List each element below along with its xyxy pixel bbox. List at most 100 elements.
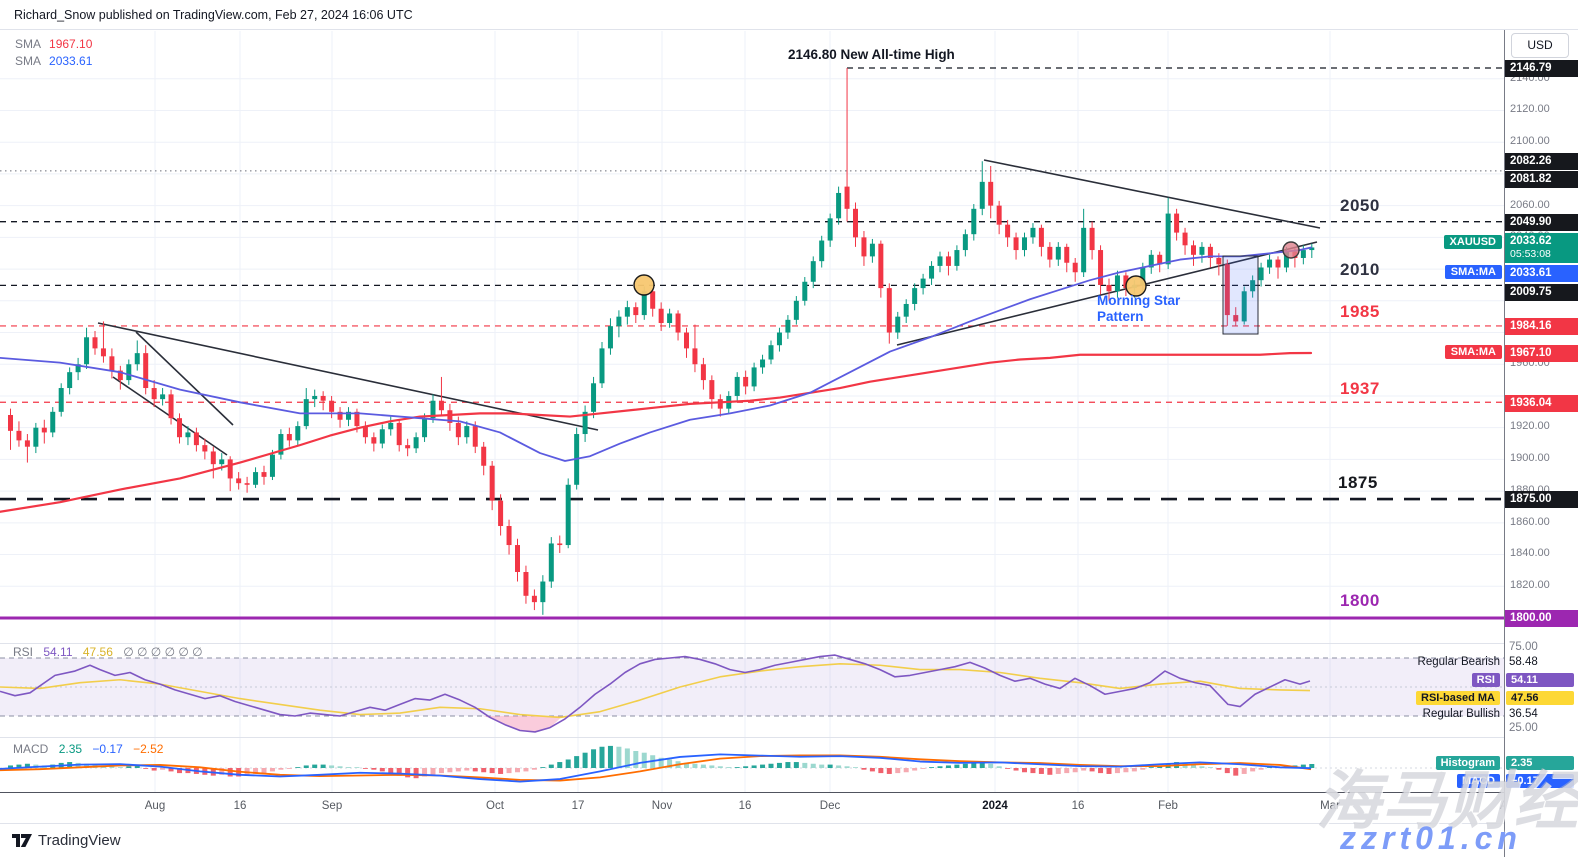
time-axis-label[interactable]: 2024 <box>982 800 1008 812</box>
candle-body <box>844 186 850 209</box>
footer: TradingView <box>0 823 1578 857</box>
candle-body <box>1047 246 1053 260</box>
candle-body <box>802 281 808 301</box>
histogram-name-badge[interactable]: Histogram <box>1435 756 1500 770</box>
currency-button[interactable]: USD <box>1511 33 1569 58</box>
rsi-inline-legend[interactable]: RSI 54.11 47.56 ∅ ∅ ∅ ∅ ∅ ∅ <box>13 645 203 659</box>
pattern-marker-circle[interactable] <box>1125 275 1147 297</box>
price-badge: 2082.26 <box>1505 152 1578 170</box>
candle-body <box>219 459 225 465</box>
candle-body <box>768 345 774 360</box>
time-axis-label[interactable]: 16 <box>233 800 247 812</box>
macd-histogram-bar <box>574 756 580 768</box>
macd-histogram-bar <box>168 768 174 772</box>
series-name-badge[interactable]: SMA:MA <box>1444 345 1502 359</box>
time-axis-label[interactable]: 16 <box>1071 800 1085 812</box>
candle-body <box>1165 213 1171 265</box>
macd-histogram-bar <box>785 762 791 768</box>
price-axis[interactable]: USD 2140.002120.002100.002060.002040.001… <box>1504 0 1578 857</box>
candle-body <box>472 426 478 447</box>
tradingview-logo-icon[interactable] <box>12 833 34 854</box>
candle-body <box>329 400 335 412</box>
macd-histogram-bar <box>455 768 461 772</box>
macd-line[interactable] <box>0 753 1312 783</box>
candle-body <box>641 291 647 316</box>
pattern-marker-circle[interactable] <box>633 274 655 296</box>
macd-histogram[interactable] <box>8 745 1315 779</box>
price-badge: 1936.04 <box>1505 394 1578 412</box>
candle-body <box>185 432 191 438</box>
sma-blue-value: 2033.61 <box>49 54 93 68</box>
macd-histogram-bar <box>827 764 833 768</box>
macd-histogram-bar <box>709 765 715 768</box>
candles[interactable] <box>8 67 1315 615</box>
candle-body <box>929 265 935 279</box>
series-name-badge[interactable]: XAUUSD <box>1443 235 1502 249</box>
trendline[interactable] <box>97 322 599 431</box>
trendline[interactable] <box>983 159 1321 229</box>
sma-line[interactable] <box>0 351 1313 513</box>
rsi-line[interactable] <box>0 654 1311 733</box>
sma-legend-row[interactable]: SMA 1967.10 <box>15 36 92 53</box>
macd-histogram-bar <box>126 766 132 768</box>
time-axis-label[interactable]: Feb <box>1158 800 1178 812</box>
macd-inline-legend[interactable]: MACD 2.35 −0.17 −2.52 <box>13 742 163 756</box>
time-axis[interactable]: Aug16SepOct17Nov16Dec202416FebMarAp <box>0 792 1578 824</box>
rsi-ma-name-badge[interactable]: RSI-based MA <box>1416 691 1500 705</box>
candle-body <box>1283 251 1289 268</box>
macd-histogram-bar <box>1106 768 1112 774</box>
time-axis-label[interactable]: 17 <box>571 800 585 812</box>
macd-histogram-bar <box>371 768 377 770</box>
time-axis-label[interactable]: Dec <box>819 800 841 812</box>
time-axis-label[interactable]: 16 <box>738 800 752 812</box>
time-axis-label[interactable]: Sep <box>321 800 343 812</box>
trendline[interactable] <box>135 331 234 426</box>
candle-body <box>1224 264 1230 316</box>
key-level-text: 2050 <box>1340 196 1380 215</box>
morning-star-highlight-box[interactable] <box>1222 255 1259 335</box>
time-axis-label[interactable]: Mar <box>1320 800 1340 812</box>
time-axis-label[interactable]: Oct <box>486 800 504 812</box>
key-level-text: 1875 <box>1338 473 1378 492</box>
candle-body <box>1098 250 1104 285</box>
macd-histogram-bar <box>836 765 842 768</box>
macd-histogram-bar <box>734 767 740 768</box>
candle-body <box>650 291 656 309</box>
macd-signal-line[interactable] <box>0 754 1312 782</box>
candle-body <box>599 348 605 384</box>
trendline[interactable] <box>896 241 1318 346</box>
candle-body <box>371 437 377 444</box>
candle-body <box>1064 246 1070 263</box>
regular-bullish-value: 36.54 <box>1509 708 1538 720</box>
macd-name-badge[interactable]: MACD <box>1457 774 1500 788</box>
rsi-name-badge[interactable]: RSI <box>1471 673 1500 687</box>
sma-legend-row[interactable]: SMA 2033.61 <box>15 53 92 70</box>
regular-bearish-value: 58.48 <box>1509 656 1538 668</box>
macd-histogram-bar <box>937 766 943 768</box>
morning-star-line1: Morning Star <box>1097 293 1181 308</box>
macd-histogram-bar <box>8 765 13 768</box>
candle-body <box>869 243 875 257</box>
macd-histogram-bar <box>472 768 478 772</box>
candle-body <box>396 422 402 446</box>
price-tick-label: 1840.00 <box>1510 547 1550 559</box>
candle-body <box>346 411 351 420</box>
macd-histogram-bar <box>971 762 977 768</box>
tradingview-brand-text[interactable]: TradingView <box>38 832 121 849</box>
price-tick-label: 2100.00 <box>1510 135 1550 147</box>
sma-line[interactable] <box>0 246 1312 462</box>
time-axis-label[interactable]: Nov <box>651 800 673 812</box>
macd-histogram-bar <box>388 768 394 774</box>
macd-histogram-bar <box>523 768 529 772</box>
candle-body <box>41 427 47 433</box>
time-axis-label[interactable]: Aug <box>144 800 166 812</box>
macd-histogram-bar <box>438 768 444 774</box>
candle-body <box>760 359 766 368</box>
macd-histogram-bar <box>1258 768 1264 770</box>
macd-histogram-bar <box>1114 768 1120 774</box>
price-chart-canvas[interactable] <box>0 0 1504 792</box>
series-name-badge[interactable]: SMA:MA <box>1444 265 1502 279</box>
candle-body <box>548 543 554 582</box>
macd-histogram-bar <box>844 766 850 768</box>
pattern-marker-circle[interactable] <box>1282 241 1300 259</box>
